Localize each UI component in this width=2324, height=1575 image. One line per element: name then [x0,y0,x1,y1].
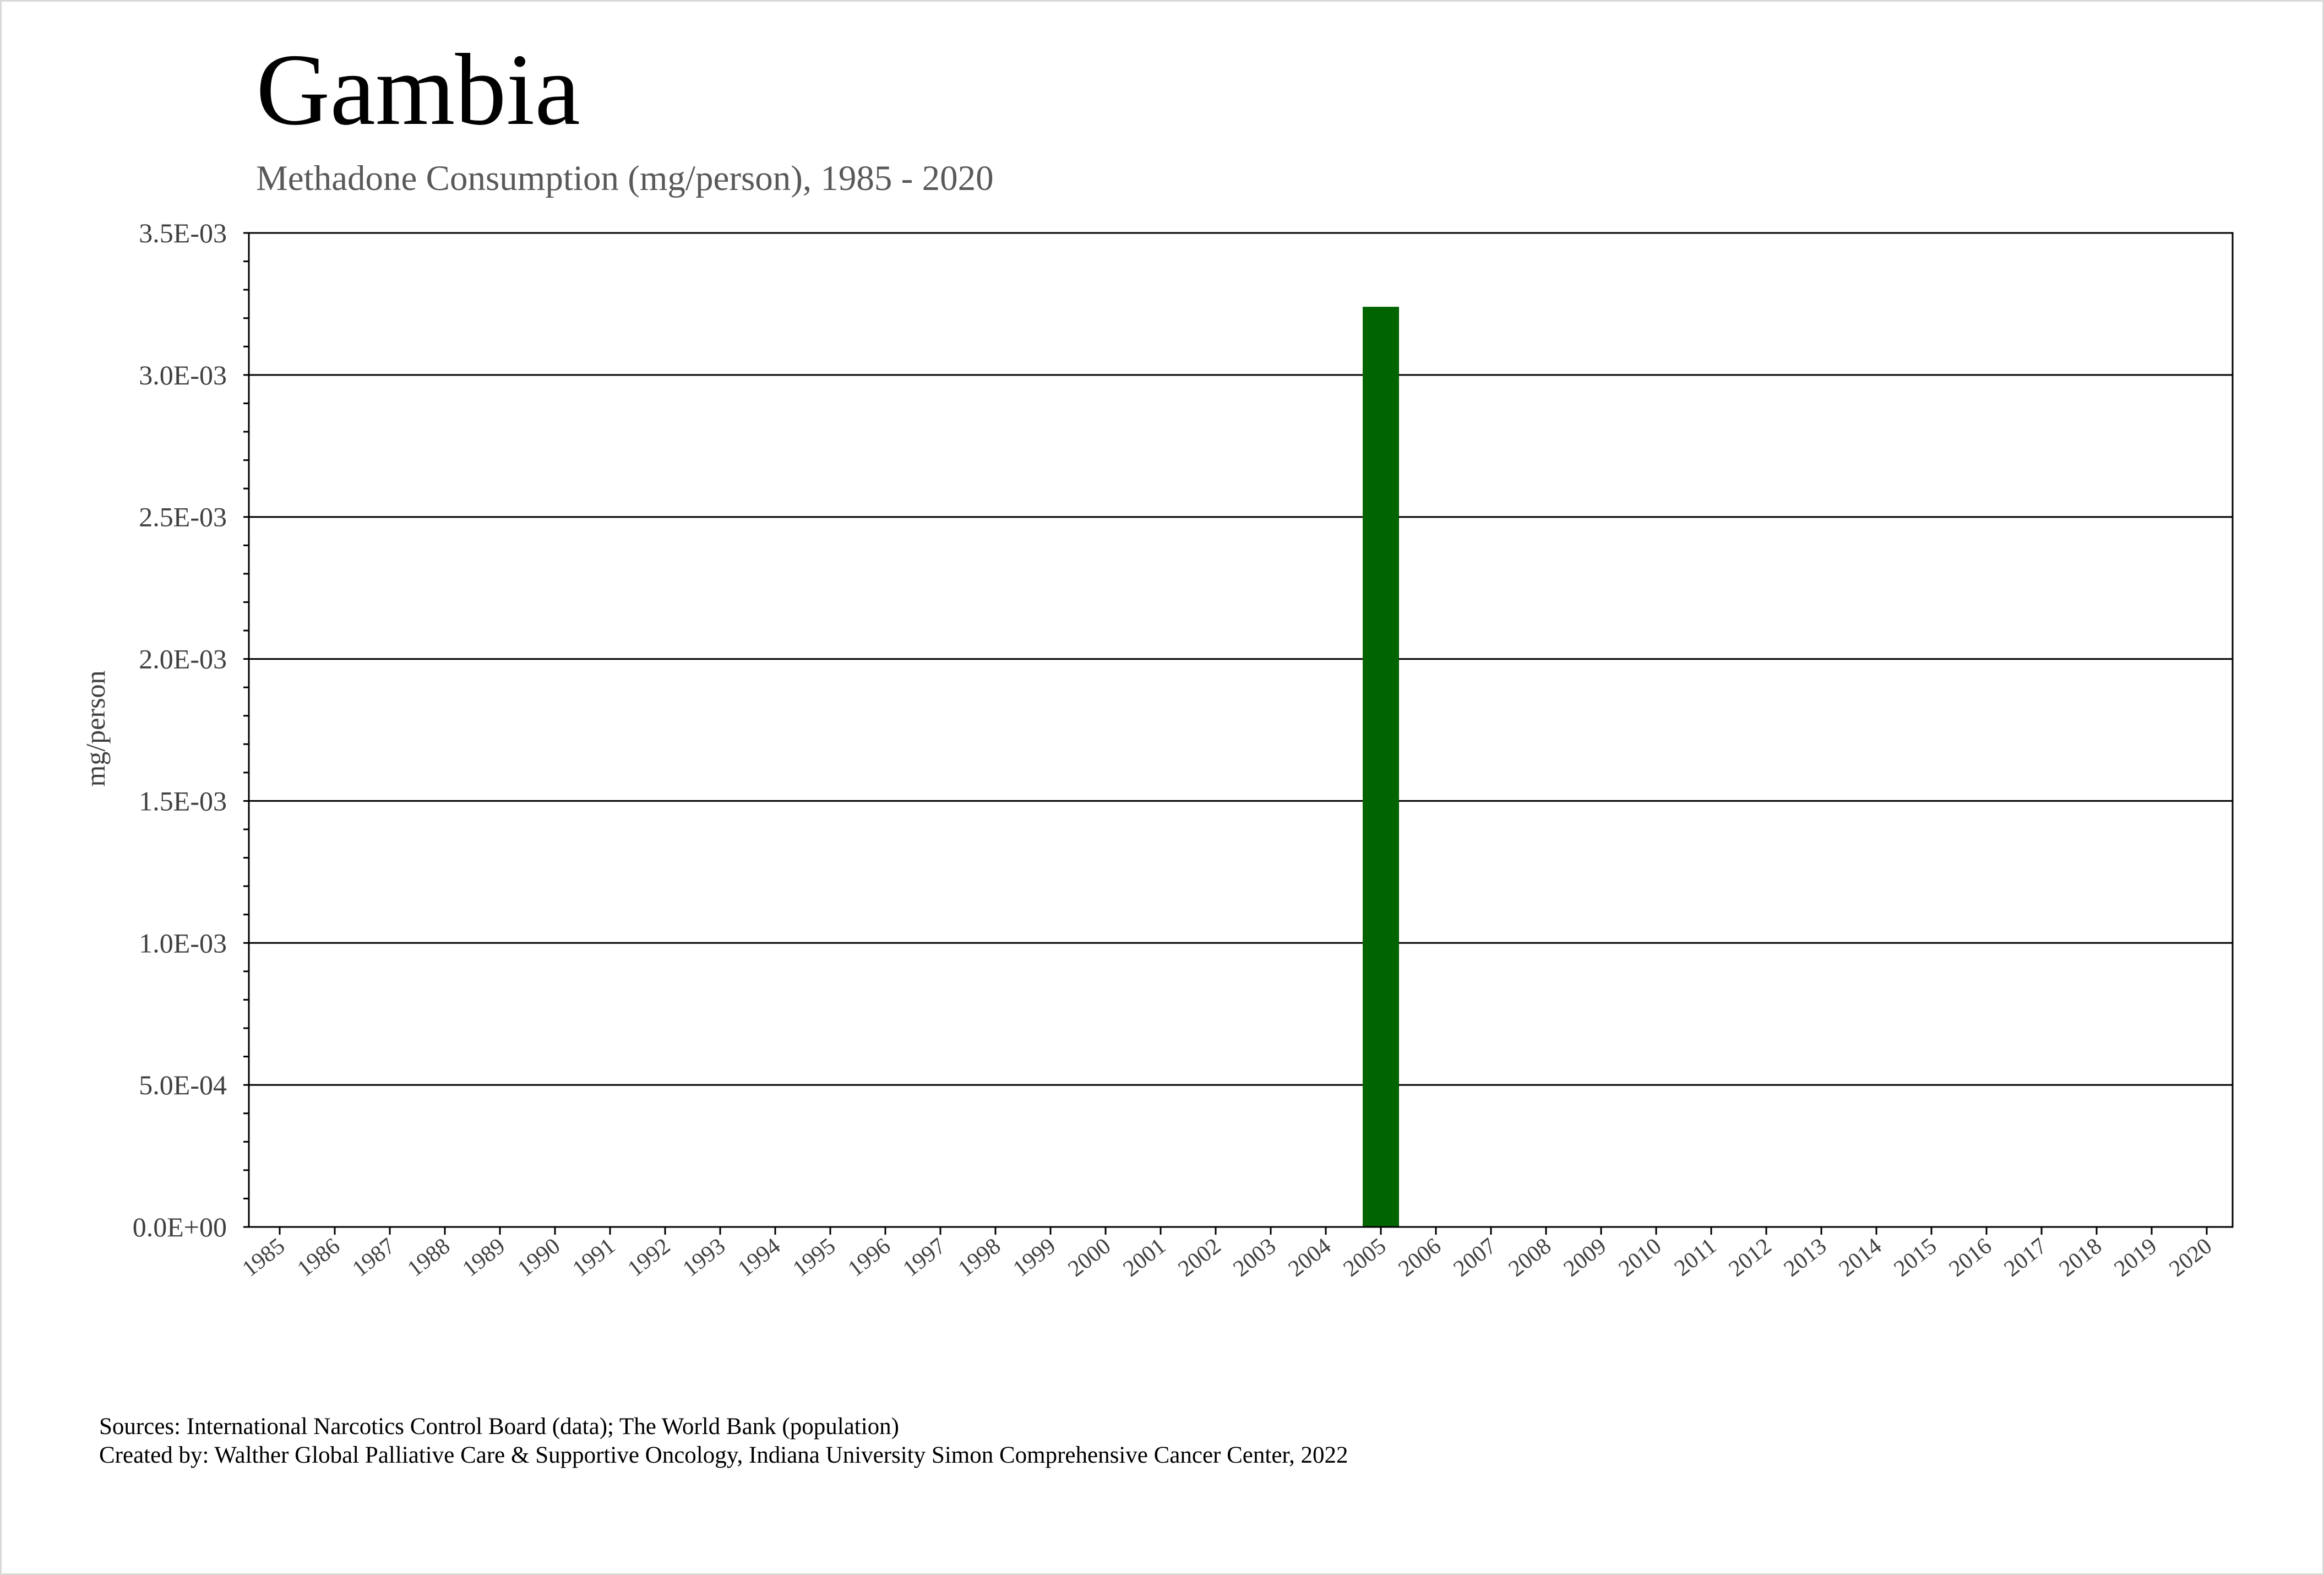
x-tick-label: 1988 [403,1234,455,1282]
x-tick-label: 1993 [678,1234,731,1282]
x-tick-label: 2016 [1945,1234,1997,1282]
y-tick-labels: 0.0E+00 5.0E-04 1.0E-03 1.5E-03 2.0E-03 2.5E-… [133,218,227,1242]
y-tick-label: 0.0E+00 [133,1212,227,1242]
x-tick-label: 2004 [1284,1234,1336,1282]
x-tick-label: 2017 [2000,1234,2052,1282]
x-tick-label: 1991 [568,1234,621,1282]
x-tick-label: 2001 [1119,1234,1171,1282]
x-tick-label: 2011 [1670,1234,1721,1281]
plot-border [248,232,2234,1228]
bar-2005 [1363,307,1399,1227]
x-tick-label: 2005 [1339,1234,1391,1282]
x-tick-label: 2014 [1835,1234,1887,1282]
created-by-note: Created by: Walther Global Palliative Ca… [99,1442,1348,1468]
x-tick-label: 1987 [348,1234,400,1282]
x-tick-label: 2013 [1779,1234,1832,1282]
x-tick-label: 2015 [1890,1234,1942,1282]
x-tick-label: 2018 [2055,1234,2107,1282]
x-tick-label: 2002 [1174,1234,1226,1282]
y-tick-label: 2.5E-03 [139,502,227,533]
bars [1363,307,1399,1227]
y-tick-label: 5.0E-04 [139,1069,227,1100]
chart-footer: Sources: International Narcotics Control… [99,1413,1348,1470]
y-tick-label: 3.0E-03 [139,360,227,390]
x-tick-label: 2006 [1394,1234,1446,1282]
x-tick-label: 1998 [954,1234,1006,1282]
y-tick-label: 2.0E-03 [139,644,227,675]
y-tick-label: 3.5E-03 [139,218,227,248]
x-tick-label: 2010 [1614,1234,1667,1282]
x-tick-label: 1996 [843,1234,896,1282]
x-tick-label: 1995 [788,1234,841,1282]
y-tick-label: 1.5E-03 [139,785,227,816]
x-tick-label: 2003 [1229,1234,1281,1282]
x-tick-label: 2000 [1064,1234,1116,1282]
y-tick-label: 1.0E-03 [139,927,227,958]
x-tick-label: 2008 [1504,1234,1556,1282]
sources-note: Sources: International Narcotics Control… [99,1414,899,1440]
x-tick-label: 2009 [1559,1234,1612,1282]
x-tick-label: 1994 [733,1234,786,1282]
chart-subtitle: Methadone Consumption (mg/person), 1985 … [256,159,994,198]
x-tick-label: 1990 [513,1234,565,1282]
x-tick-label: 2020 [2165,1234,2217,1282]
gridlines [249,232,2233,1086]
x-tick-label: 1986 [293,1234,345,1282]
x-tick-label: 2019 [2110,1234,2162,1282]
x-tick-label: 1997 [899,1234,951,1282]
x-tick-label: 2007 [1449,1234,1501,1282]
x-tick-labels: 1985 1986 1987 1988 1989 1990 1991 1992 1993 1994… [238,1234,2217,1282]
axes [243,232,2234,1235]
x-tick-label: 1989 [458,1234,510,1282]
chart-title: Gambia [256,33,580,146]
x-tick-label: 1999 [1009,1234,1061,1282]
x-tick-label: 1992 [623,1234,676,1282]
x-tick-label: 2012 [1724,1234,1777,1282]
x-tick-label: 1985 [238,1234,290,1282]
